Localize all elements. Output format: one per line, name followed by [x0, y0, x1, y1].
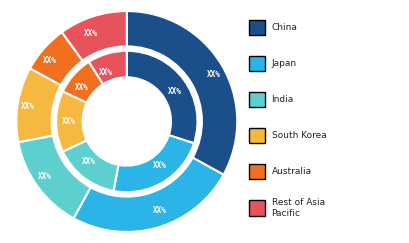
Text: Australia: Australia [272, 167, 312, 176]
Wedge shape [63, 62, 103, 103]
Text: India: India [272, 95, 294, 104]
Wedge shape [63, 140, 119, 191]
Text: XX%: XX% [38, 172, 52, 181]
FancyBboxPatch shape [249, 92, 265, 107]
Wedge shape [127, 51, 198, 143]
Text: Japan: Japan [272, 59, 297, 68]
Text: XX%: XX% [153, 206, 166, 215]
Wedge shape [56, 91, 87, 152]
Text: Rest of Asia
Pacific: Rest of Asia Pacific [272, 198, 325, 217]
Wedge shape [89, 51, 127, 84]
Wedge shape [114, 135, 194, 192]
Wedge shape [16, 68, 61, 142]
FancyBboxPatch shape [249, 56, 265, 71]
Text: XX%: XX% [207, 70, 220, 79]
Wedge shape [18, 136, 91, 218]
FancyBboxPatch shape [249, 200, 265, 216]
Text: XX%: XX% [99, 68, 112, 77]
FancyBboxPatch shape [249, 128, 265, 143]
FancyBboxPatch shape [249, 164, 265, 179]
FancyBboxPatch shape [249, 20, 265, 35]
Text: XX%: XX% [82, 157, 96, 166]
Wedge shape [74, 158, 224, 232]
Text: XX%: XX% [43, 56, 57, 65]
Text: XX%: XX% [21, 103, 35, 112]
Text: XX%: XX% [62, 117, 76, 126]
Text: XX%: XX% [168, 87, 182, 96]
Wedge shape [30, 32, 83, 85]
Text: XX%: XX% [84, 29, 98, 38]
Wedge shape [127, 11, 237, 175]
Text: South Korea: South Korea [272, 131, 326, 140]
Text: XX%: XX% [75, 83, 89, 92]
Text: XX%: XX% [153, 161, 166, 170]
Wedge shape [62, 11, 127, 61]
Text: China: China [272, 23, 297, 32]
